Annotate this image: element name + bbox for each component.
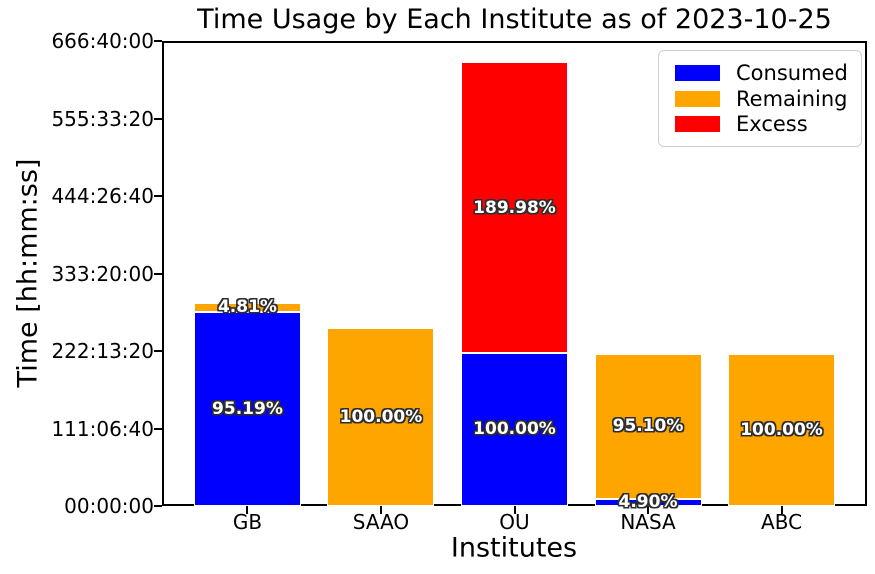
x-tick-mark <box>246 506 249 514</box>
bar-nasa-consumed <box>594 498 702 506</box>
x-tick-label: OU <box>499 510 530 534</box>
legend-label: Consumed <box>736 61 848 85</box>
legend-label: Remaining <box>736 86 848 111</box>
legend-swatch-excess <box>675 116 720 132</box>
y-tick-mark <box>154 505 162 507</box>
x-tick-label: ABC <box>761 510 803 534</box>
y-tick-label: 111:06:40 <box>51 416 154 441</box>
y-tick-mark <box>154 272 162 275</box>
legend-row: Consumed <box>675 61 848 85</box>
bar-gb-remaining <box>193 302 301 313</box>
bar-saao-remaining <box>327 327 435 506</box>
x-tick-label: NASA <box>620 510 676 534</box>
bar-gb-consumed <box>193 312 301 506</box>
legend-label: Excess <box>736 112 808 136</box>
x-tick-mark <box>647 506 650 514</box>
x-tick-label: GB <box>232 510 263 534</box>
y-tick-label: 222:13:20 <box>51 339 154 363</box>
bar-percent-label: 4.81% <box>217 297 277 318</box>
y-tick-mark <box>154 195 162 197</box>
legend-swatch-remaining <box>675 90 720 107</box>
x-tick-mark <box>780 506 783 514</box>
y-tick-label: 666:40:00 <box>51 29 154 53</box>
y-tick-label: 555:33:20 <box>51 106 154 131</box>
y-tick-mark <box>154 350 162 352</box>
y-axis-label: Time [hh:mm:ss] <box>12 158 44 388</box>
bar-percent-label: 100.00% <box>473 419 556 440</box>
bar-percent-label: 189.98% <box>473 197 556 218</box>
y-tick-mark <box>154 427 162 430</box>
x-tick-label: SAAO <box>352 510 410 534</box>
bar-percent-label: 95.19% <box>212 399 283 420</box>
bar-percent-label: 95.10% <box>612 416 684 437</box>
y-tick-mark <box>154 117 162 120</box>
bar-percent-label: 4.90% <box>618 492 678 513</box>
x-axis-label: Institutes <box>450 532 578 564</box>
y-tick-mark <box>154 40 162 42</box>
bar-abc-remaining <box>728 353 836 506</box>
legend: Consumed Remaining Excess <box>658 50 862 147</box>
bar-percent-label: 100.00% <box>339 406 423 427</box>
y-tick-label: 00:00:00 <box>64 494 154 518</box>
bar-percent-label: 100.00% <box>740 419 823 440</box>
chart-title: Time Usage by Each Institute as of 2023-… <box>197 4 832 35</box>
y-tick-label: 333:20:00 <box>51 261 154 286</box>
legend-row: Remaining <box>675 86 848 111</box>
bar-ou-excess <box>461 62 568 353</box>
x-tick-mark <box>513 506 516 514</box>
legend-swatch-consumed <box>675 65 720 81</box>
legend-row: Excess <box>675 112 845 136</box>
x-tick-mark <box>379 506 382 514</box>
bar-nasa-remaining <box>594 353 702 499</box>
y-tick-label: 444:26:40 <box>51 184 154 208</box>
bar-ou-consumed <box>461 352 568 506</box>
